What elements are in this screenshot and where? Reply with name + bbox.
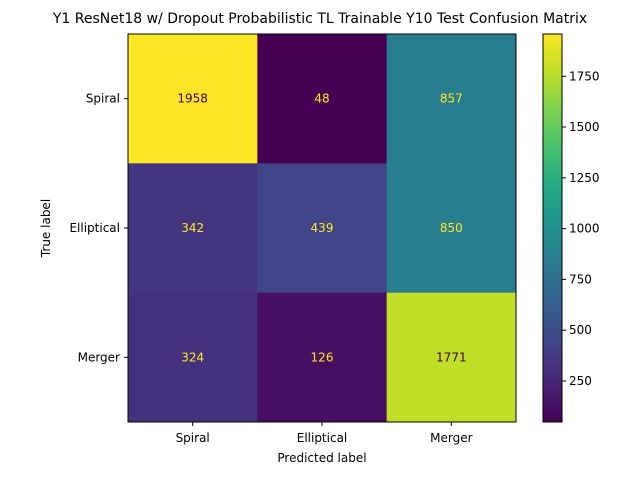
matrix-cell-value: 857 bbox=[440, 92, 463, 106]
x-tick-label: Elliptical bbox=[297, 431, 348, 445]
colorbar-tick-label: 250 bbox=[569, 374, 592, 388]
x-axis-ticks: Spiral Elliptical Merger bbox=[176, 422, 473, 445]
matrix-cell-value: 324 bbox=[181, 350, 204, 364]
matrix-cell bbox=[386, 34, 517, 164]
colorbar-tick-label: 1500 bbox=[569, 120, 600, 134]
matrix-cell bbox=[386, 292, 517, 423]
matrix-cell bbox=[257, 163, 388, 294]
colorbar-tick-label: 750 bbox=[569, 272, 592, 286]
matrix-cell-value: 126 bbox=[311, 350, 334, 364]
colorbar-tick-label: 1750 bbox=[569, 69, 600, 83]
matrix-cell bbox=[128, 163, 258, 294]
y-axis-ticks: Spiral Elliptical Merger bbox=[69, 92, 128, 364]
matrix-cell-value: 850 bbox=[440, 221, 463, 235]
matrix-cell-value: 1771 bbox=[436, 350, 467, 364]
colorbar-tick-label: 500 bbox=[569, 323, 592, 337]
chart-title: Y1 ResNet18 w/ Dropout Probabilistic TL … bbox=[52, 11, 587, 27]
matrix-cell-labels: 1958 48 857 342 439 850 324 126 1771 bbox=[177, 92, 466, 365]
colorbar-ticks: 250 500 750 1000 1250 1500 1750 bbox=[562, 69, 600, 388]
matrix-cell-value: 48 bbox=[314, 92, 329, 106]
matrix-cell bbox=[128, 34, 258, 164]
y-axis-label: True label bbox=[39, 199, 53, 258]
x-tick-label: Merger bbox=[430, 431, 472, 445]
matrix-cell-value: 342 bbox=[181, 221, 204, 235]
colorbar-tick-label: 1250 bbox=[569, 171, 600, 185]
x-axis-label: Predicted label bbox=[277, 451, 366, 465]
matrix-cell-value: 1958 bbox=[177, 92, 208, 106]
matrix-cell bbox=[257, 292, 388, 423]
colorbar-tick-label: 1000 bbox=[569, 222, 600, 236]
matrix-cells bbox=[128, 34, 517, 423]
matrix-cell bbox=[386, 163, 517, 294]
matrix-cell bbox=[257, 34, 388, 164]
x-tick-label: Spiral bbox=[176, 431, 210, 445]
matrix-cell-value: 439 bbox=[311, 221, 334, 235]
colorbar bbox=[542, 33, 563, 423]
y-tick-label: Elliptical bbox=[69, 221, 120, 235]
matrix-cell bbox=[128, 292, 258, 423]
y-tick-label: Merger bbox=[78, 350, 120, 364]
y-tick-label: Spiral bbox=[86, 92, 120, 106]
